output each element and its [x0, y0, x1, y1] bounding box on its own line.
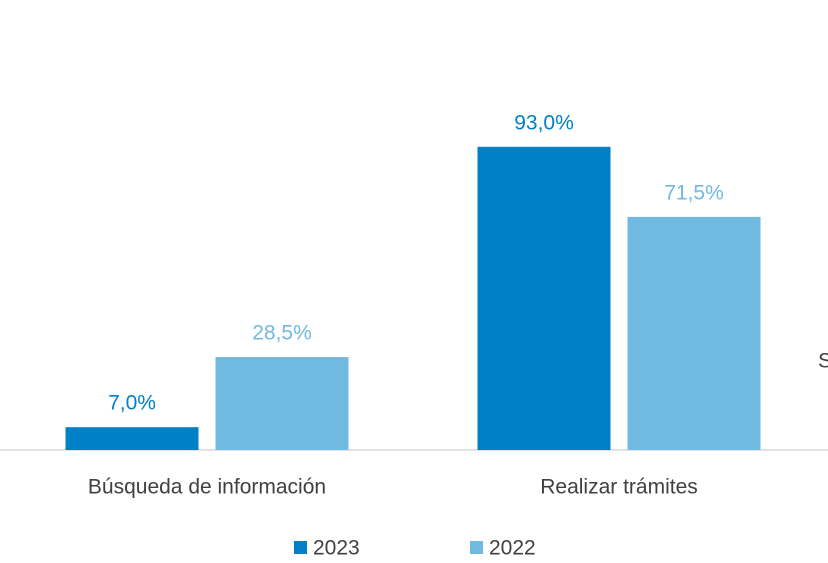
- bar: [627, 216, 761, 450]
- legend-label: 2022: [489, 537, 536, 560]
- data-label: 28,5%: [252, 322, 312, 345]
- legend-swatch: [470, 541, 483, 554]
- bar: [215, 357, 349, 450]
- bar: [65, 427, 199, 450]
- x-tick-label: Búsqueda de información: [88, 476, 326, 499]
- bar: [477, 146, 611, 450]
- data-label: 93,0%: [514, 111, 574, 134]
- x-tick-label: Realizar trámites: [540, 476, 698, 499]
- annotation: S: [818, 350, 828, 373]
- legend-label: 2023: [313, 537, 360, 560]
- legend-swatch: [294, 541, 307, 554]
- data-label: 7,0%: [108, 392, 156, 415]
- data-label: 71,5%: [664, 181, 724, 204]
